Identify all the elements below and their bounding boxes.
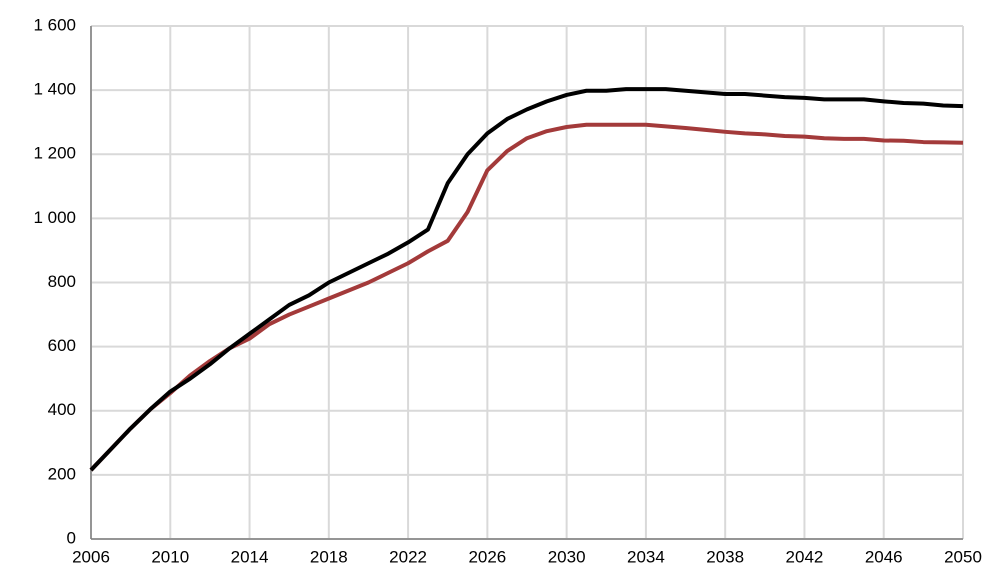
- x-tick-label: 2046: [865, 547, 903, 566]
- y-tick-label: 1 400: [33, 80, 76, 99]
- x-tick-label: 2010: [151, 547, 189, 566]
- x-tick-label: 2006: [72, 547, 110, 566]
- x-tick-label: 2030: [548, 547, 586, 566]
- y-tick-label: 1 600: [33, 15, 76, 34]
- line: [89, 87, 964, 472]
- y-tick-label: 1 000: [33, 208, 76, 227]
- x-tick-label: 2034: [627, 547, 665, 566]
- x-tick-label: 2026: [468, 547, 506, 566]
- y-tick-label: 1 200: [33, 144, 76, 163]
- x-tick-label: 2042: [786, 547, 824, 566]
- y-tick-label: 0: [67, 528, 76, 547]
- x-tick-label: 2018: [310, 547, 348, 566]
- y-tick-label: 600: [48, 336, 76, 355]
- x-tick-label: 2014: [231, 547, 269, 566]
- x-tick-label: 2022: [389, 547, 427, 566]
- y-tick-label: 400: [48, 400, 76, 419]
- x-tick-label: 2050: [944, 547, 982, 566]
- y-tick-label: 800: [48, 272, 76, 291]
- line: [89, 122, 964, 472]
- y-tick-label: 200: [48, 464, 76, 483]
- x-tick-label: 2038: [706, 547, 744, 566]
